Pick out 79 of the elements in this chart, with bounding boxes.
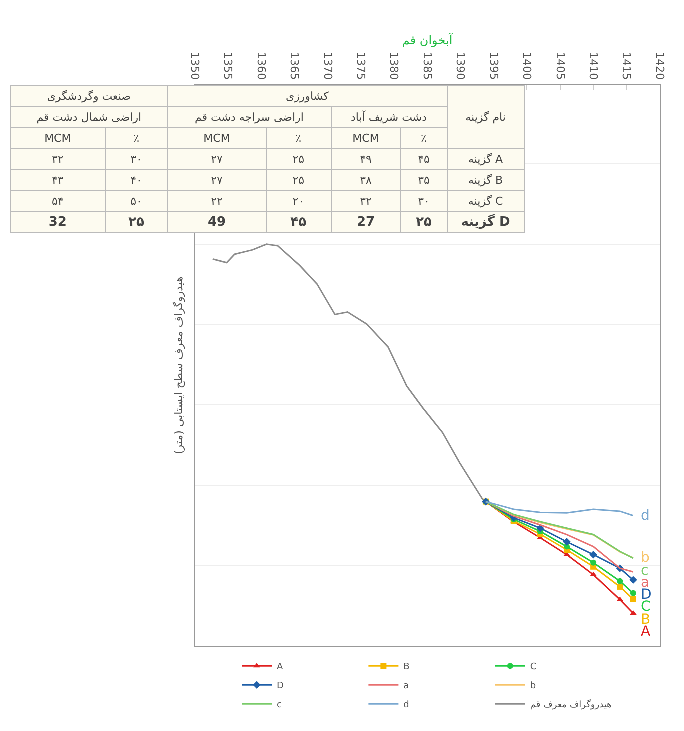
text: ۲۵: [266, 148, 332, 170]
text: گزینه A: [447, 148, 524, 170]
point: [630, 590, 636, 596]
text: صنعت وگردشگری: [10, 86, 168, 106]
point: [617, 584, 624, 590]
x-tick-label: 1390: [454, 52, 468, 80]
text: ٪: [266, 128, 332, 148]
text: ۲۵: [105, 212, 168, 232]
text: اراضی شمال دشت قم: [10, 106, 168, 128]
x-tick-label: 1360: [254, 52, 268, 80]
legend-label: a: [404, 682, 410, 692]
text: اراضی سراجه دشت قم: [168, 106, 332, 128]
x-tick-label: 1350: [188, 52, 202, 80]
point: [617, 578, 624, 584]
text: ۵۰: [105, 190, 168, 212]
text: ۴۰: [105, 170, 168, 190]
text: ۳۲: [331, 190, 401, 212]
text: ۲۵: [266, 170, 332, 190]
text: 49: [168, 212, 266, 232]
text: b: [641, 550, 650, 566]
text: ۴۵: [400, 148, 448, 170]
text: A: [641, 624, 651, 640]
legend-label: هیدروگراف معرف قم: [530, 698, 612, 711]
x-tick-label: 1400: [520, 52, 534, 80]
text: ۵۴: [10, 190, 106, 212]
text: ۴۵: [266, 212, 332, 232]
point: [590, 560, 597, 566]
text: ۳۲: [10, 148, 106, 170]
text: ۲۷: [168, 170, 266, 190]
text: ۲۲: [168, 190, 266, 212]
point: [590, 550, 598, 559]
legend-label: B: [404, 662, 410, 673]
x-tick-label: 1395: [487, 52, 500, 80]
x-tick-label: 1385: [420, 52, 434, 80]
text: گزینه C: [447, 190, 524, 212]
text: d: [641, 508, 650, 524]
legend-label: C: [530, 662, 537, 673]
text: دشت شریف آباد: [331, 106, 448, 128]
text: ۴۳: [10, 170, 106, 190]
x-tick-label: 1410: [586, 52, 600, 80]
text: MCM: [331, 128, 401, 148]
legend-label: A: [277, 662, 284, 673]
text: ۳۸: [331, 170, 401, 190]
text: نام گزینه: [447, 86, 524, 148]
x-tick-label: 1415: [620, 52, 634, 80]
text: MCM: [10, 128, 106, 148]
point: [630, 596, 636, 602]
x-tick-label: 1355: [222, 52, 235, 80]
x-tick-label: 1420: [653, 52, 666, 80]
text: ۲۵: [400, 212, 448, 232]
x-tick-label: 1365: [288, 52, 302, 80]
text: ۴۹: [331, 148, 401, 170]
text: کشاورزی: [168, 86, 448, 106]
text: گزینه D: [447, 212, 524, 232]
text: ٪: [105, 128, 168, 148]
text: 27: [331, 212, 401, 232]
x-axis-title: آبخوان قم: [402, 32, 454, 48]
legend-label: b: [530, 682, 536, 692]
legend-label: d: [404, 700, 410, 711]
text: ٪: [400, 128, 448, 148]
x-tick-label: 1380: [388, 52, 401, 80]
legend-label: D: [277, 682, 284, 692]
x-tick-label: 1370: [321, 52, 334, 80]
text: ۲۷: [168, 148, 266, 170]
point: [563, 538, 571, 546]
x-tick-label: 1405: [554, 52, 567, 80]
x-tick-label: 1375: [354, 52, 368, 80]
y-axis-title: هیدروگراف معرف سطح ایستابی (متر): [172, 276, 186, 454]
legend-label: c: [277, 700, 282, 711]
text: ۳۰: [400, 190, 448, 212]
text: C: [641, 599, 651, 615]
text: 32: [10, 212, 106, 232]
text: c: [641, 563, 649, 579]
text: ۳۰: [105, 148, 168, 170]
text: ۳۵: [400, 170, 448, 190]
text: ۲۰: [266, 190, 332, 212]
text: MCM: [168, 128, 266, 148]
text: گزینه B: [447, 170, 524, 190]
point: [630, 576, 638, 584]
